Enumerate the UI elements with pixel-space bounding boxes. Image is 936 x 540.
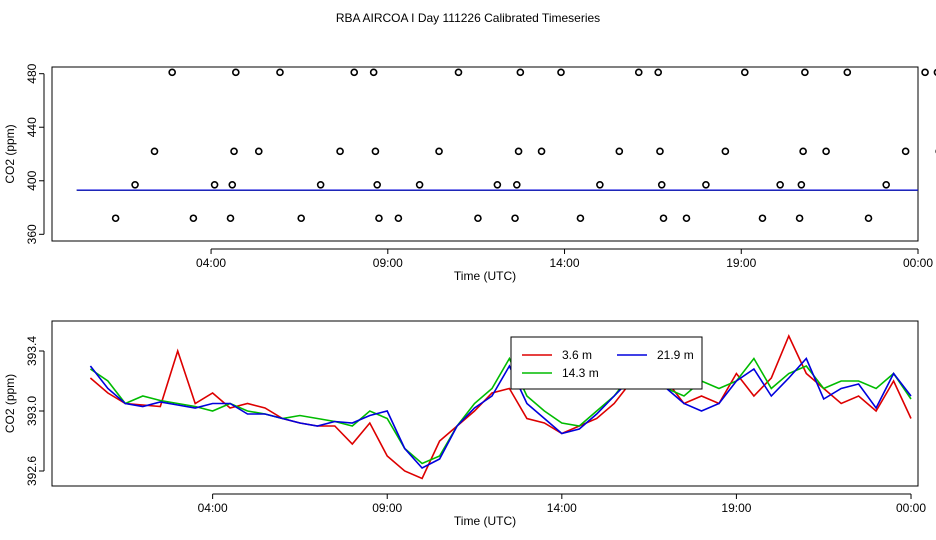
data-point [373,180,381,189]
data-point [795,214,804,223]
x-tick-label: 19:00 [721,501,751,515]
data-point [933,68,936,76]
data-point [316,180,325,189]
data-point [276,68,284,77]
y-tick-label: 360 [25,224,39,244]
data-point [375,214,383,223]
x-tick-label: 00:00 [896,501,926,515]
data-point [596,180,604,189]
legend-label: 21.9 m [657,348,694,362]
data-point [474,214,482,223]
plot-frame [51,66,919,242]
x-tick-label: 04:00 [198,501,228,515]
data-point [336,147,344,156]
data-point [654,68,663,77]
x-tick-label: 14:00 [547,501,577,515]
y-axis-label: CO2 (ppm) [3,124,17,183]
plot-frame [51,320,919,487]
bottom-panel: 04:00 09:00 14:00 19:00 00:00 Time (UTC) 392.6… [3,320,926,528]
data-point [232,68,240,77]
y-tick-label: 393.4 [25,336,39,366]
data-point [864,214,873,223]
top-panel: 04:00 09:00 14:00 19:00 00:00 Time (UTC) 360 40… [3,63,936,283]
data-point [228,180,237,189]
x-axis-label: Time (UTC) [454,269,516,283]
data-point [721,147,730,156]
data-point [168,68,176,77]
legend-label: 3.6 m [562,348,592,362]
data-point [882,180,890,189]
x-axis-label: Time (UTC) [454,514,516,528]
data-point [230,147,238,156]
data-point [657,180,666,189]
data-point [799,147,807,156]
data-point [822,147,830,156]
series-line-219m [89,341,912,469]
data-point [511,214,519,223]
data-point [740,68,749,77]
x-tick-label: 04:00 [196,256,226,270]
data-point [758,214,767,223]
data-point [297,214,305,223]
data-point [435,147,443,156]
legend-label: 14.3 m [562,366,599,380]
chart-title: RBA AIRCOA I Day 111226 Calibrated Times… [336,11,600,25]
data-point [150,147,159,156]
data-point [537,147,546,156]
data-point [350,68,359,77]
data-point [797,180,806,189]
data-point [801,68,809,77]
y-tick-label: 480 [25,63,39,83]
data-point [516,68,525,77]
data-point [576,214,585,223]
x-tick-label: 14:00 [550,256,580,270]
data-point [513,180,521,189]
data-point [189,214,198,223]
data-point [921,68,929,77]
series-line-143m [89,356,912,465]
legend-frame [510,336,703,390]
data-point [557,68,565,77]
data-point [659,214,668,223]
data-point [369,68,378,77]
y-tick-label: 440 [25,117,39,137]
x-tick-label: 09:00 [372,501,402,515]
data-point [415,180,424,189]
data-point [776,180,784,189]
series-line-36m [89,334,912,480]
data-point [454,68,463,77]
data-point [131,180,139,189]
data-point [634,68,643,77]
data-point [901,147,910,156]
x-tick-label: 19:00 [726,256,756,270]
x-tick-label: 09:00 [373,256,403,270]
data-point [843,68,852,77]
data-point [371,147,380,156]
data-point [615,147,624,156]
x-tick-label: 00:00 [903,256,933,270]
data-point [702,180,710,189]
data-point [682,214,691,223]
data-point [514,147,523,156]
y-axis-label: CO2 (ppm) [3,374,17,433]
y-tick-label: 392.6 [25,456,39,486]
data-point [254,147,263,156]
data-point [656,147,664,156]
legend: 3.6 m 21.9 m 14.3 m [510,336,703,390]
y-tick-label: 393.0 [25,396,39,426]
data-point [210,180,219,189]
data-point [394,214,403,223]
data-point [493,180,502,189]
data-point [226,214,235,223]
data-point [111,214,120,223]
y-tick-label: 400 [25,170,39,190]
